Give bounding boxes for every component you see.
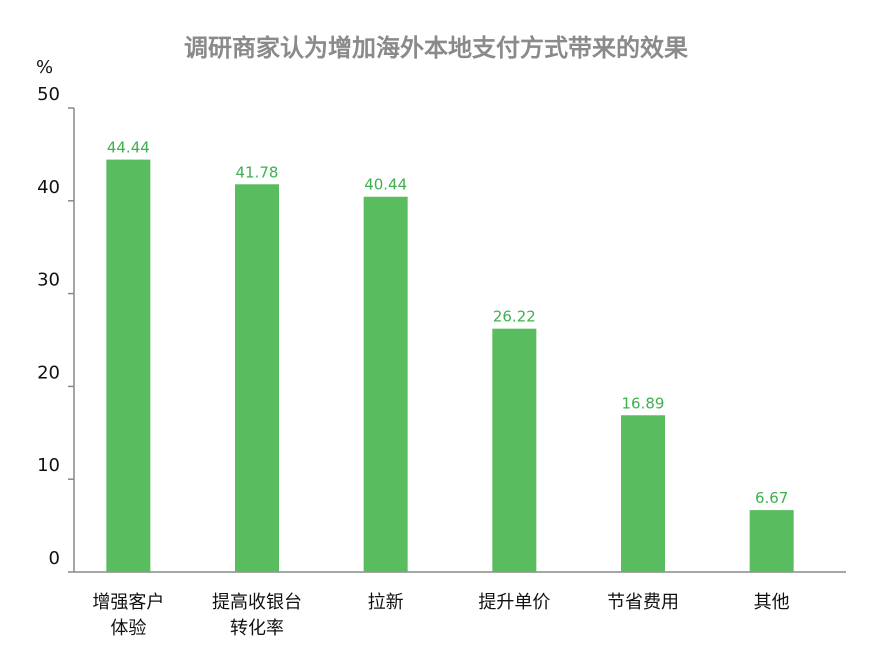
bar [106, 159, 151, 572]
data-labels: 44.44 41.78 40.44 26.22 16.89 6.67 [107, 139, 789, 508]
chart-title: 调研商家认为增加海外本地支付方式带来的效果 [184, 34, 688, 62]
category-label: 节省费用 [607, 592, 679, 613]
data-label: 41.78 [236, 163, 279, 181]
y-tick-label: 30 [37, 270, 60, 291]
bar [749, 510, 794, 572]
axes [73, 108, 846, 573]
category-label: 增强客户 [92, 592, 164, 613]
category-label: 体验 [110, 618, 146, 639]
category-label: 提升单价 [478, 592, 550, 613]
bar [621, 415, 665, 572]
y-tick-label: 20 [37, 362, 60, 383]
data-label: 6.67 [755, 489, 788, 507]
y-axis-unit: % [36, 57, 54, 78]
data-label: 16.89 [622, 394, 665, 412]
data-label: 40.44 [364, 176, 407, 194]
y-tick-label: 50 [37, 84, 60, 105]
category-label: 提高收银台 [212, 592, 302, 613]
bar [235, 184, 279, 572]
bars [106, 159, 794, 572]
bar [363, 196, 408, 572]
data-label: 26.22 [493, 308, 536, 326]
y-tick-label: 40 [37, 177, 60, 198]
category-label: 拉新 [368, 592, 404, 613]
category-label: 转化率 [230, 618, 284, 639]
data-label: 44.44 [107, 139, 150, 157]
bar [492, 328, 537, 572]
y-tick-label: 0 [49, 548, 60, 569]
y-ticks: 0 10 20 30 40 50 [37, 84, 74, 573]
category-label: 其他 [754, 592, 790, 613]
y-tick-label: 10 [37, 455, 60, 476]
